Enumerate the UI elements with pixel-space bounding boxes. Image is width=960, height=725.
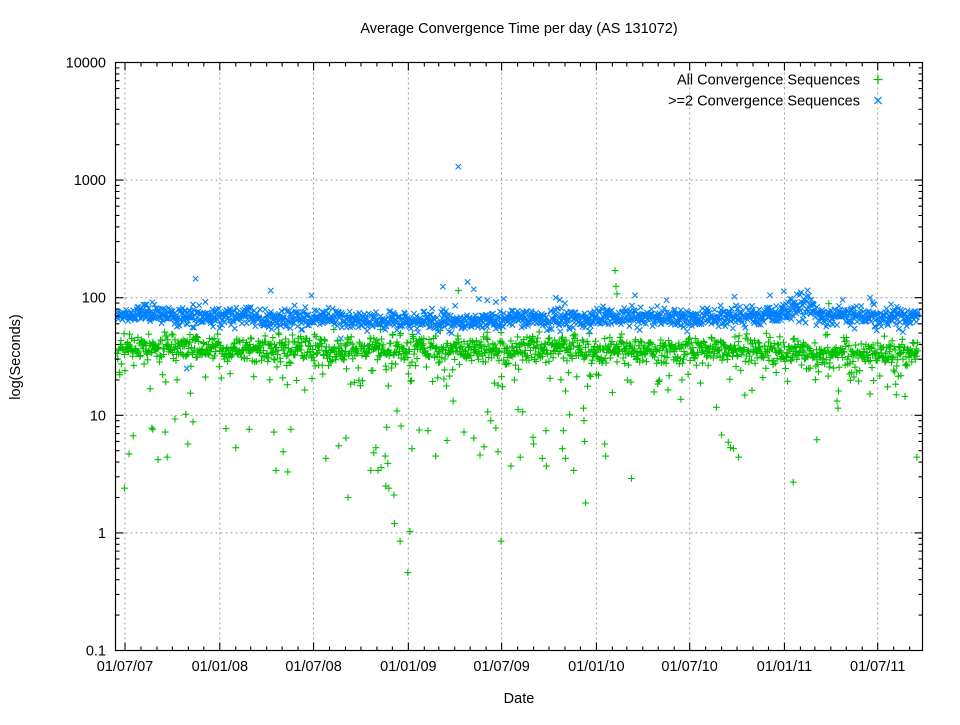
grid-lines: [115, 62, 923, 651]
x-axis-label: Date: [504, 691, 535, 707]
legend-label-all-sequences: All Convergence Sequences: [677, 73, 860, 89]
y-tick-label-10000: 10000: [66, 56, 106, 72]
x-tick-label-2: 01/07/08: [285, 659, 341, 675]
axis-tick-labels: 10000 1000 100 10 1 0.101/07/07 01/01/08 01/07/…: [66, 56, 906, 676]
x-tick-label-0: 01/07/07: [97, 659, 153, 675]
y-tick-label-1: 1: [98, 526, 106, 542]
x-tick-label-3: 01/01/09: [380, 659, 436, 675]
axis-ticks: [115, 61, 923, 652]
series-ge2-points: [114, 163, 921, 372]
x-tick-label-6: 01/07/10: [661, 659, 717, 675]
x-tick-label-1: 01/01/08: [192, 659, 248, 675]
data-points: [113, 163, 922, 576]
y-axis-label: log(Seconds): [8, 314, 24, 399]
legend-label-ge2-sequences: >=2 Convergence Sequences: [668, 94, 860, 110]
y-tick-label-10: 10: [90, 408, 106, 424]
x-tick-label-5: 01/01/10: [568, 659, 624, 675]
series-all-points: [113, 267, 922, 576]
plus-marker-icon: [873, 75, 883, 84]
y-tick-label-1000: 1000: [74, 173, 106, 189]
chart-title: Average Convergence Time per day (AS 131…: [360, 21, 677, 37]
plot-border: [114, 61, 924, 652]
cross-marker-icon: [873, 96, 883, 105]
x-tick-label-4: 01/07/09: [473, 659, 529, 675]
x-tick-label-7: 01/01/11: [757, 659, 812, 675]
y-tick-label-100: 100: [82, 291, 106, 307]
y-tick-label-0.1: 0.1: [86, 644, 106, 660]
legend: All Convergence Sequences >=2 Convergenc…: [668, 73, 883, 110]
x-tick-label-8: 01/07/11: [850, 659, 905, 675]
